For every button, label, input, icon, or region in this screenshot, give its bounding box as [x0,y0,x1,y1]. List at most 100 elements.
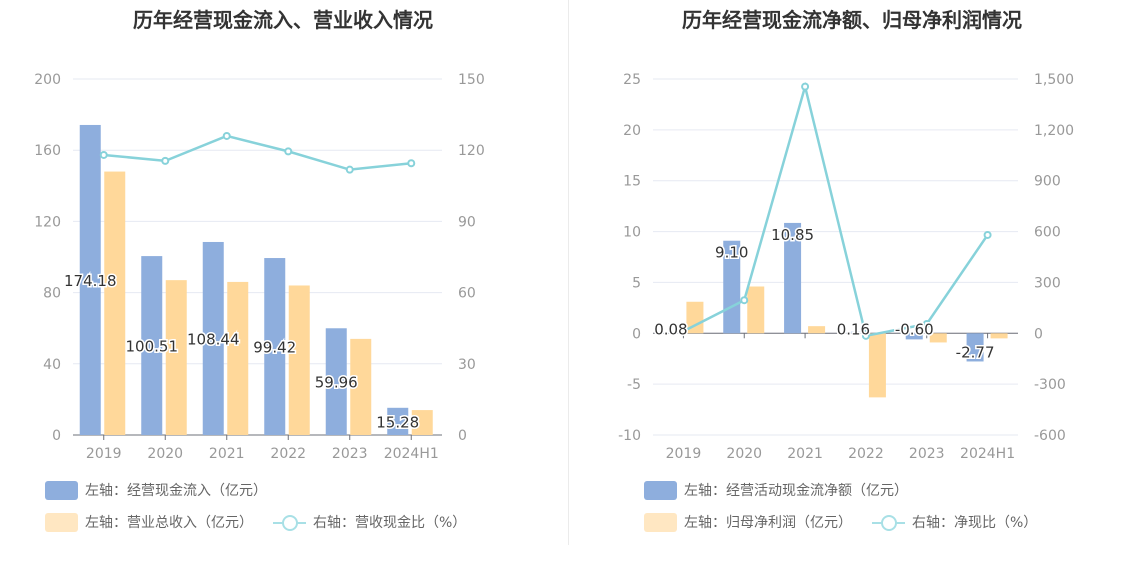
bar-primary [264,258,286,435]
left-axis-tick-label: 15 [623,174,641,190]
legend-item-revenue[interactable]: 左轴：营业总收入（亿元） [45,512,253,532]
chart-title: 历年经营现金流净额、归母净利润情况 [682,8,1022,32]
left-axis-tick-label: 10 [623,225,641,241]
x-axis-tick-label: 2020 [147,446,183,462]
line-point [983,230,992,239]
x-axis-tick-label: 2019 [666,446,702,462]
line-point [161,156,170,165]
bar-primary [784,222,802,334]
bar-primary [387,407,409,435]
bar-primary [79,124,101,436]
bar-secondary [227,281,249,435]
chart-panel-cash-inflow: 历年经营现金流入、营业收入情况 0 40 80 120 160 200 0 30 60 90 120… [0,0,566,582]
bar-primary [844,331,862,334]
legend-row-2: 左轴：归母净利润（亿元） 右轴：净现比（%） [644,512,1057,532]
legend-label: 右轴：净现比（%） [912,515,1038,531]
chart-panel-net-cash-flow: 历年经营现金流净额、归母净利润情况 -10 -5 0 5 10 15 20 25 -600 -30… [570,0,1134,582]
bar-secondary [929,333,947,343]
line-point [99,150,108,159]
data-label: -0.60 [895,320,934,338]
legend-label: 左轴：归母净利润（亿元） [684,515,852,531]
x-axis-tick-label: 2021 [787,446,823,462]
x-axis-tick-label: 2022 [270,446,306,462]
line-point [679,327,688,336]
left-axis-tick-label: 0 [632,326,641,342]
legend-label: 左轴：营业总收入（亿元） [85,515,253,531]
bar-primary [141,256,163,435]
right-axis-tick-label: 1,200 [1034,123,1074,139]
x-axis-tick-label: 2024H1 [384,446,439,462]
left-axis-tick-label: -10 [618,428,641,444]
right-axis-tick-label: 90 [458,214,476,230]
right-axis-tick-label: 0 [458,428,467,444]
legend-label: 左轴：经营现金流入（亿元） [85,483,267,499]
bar-primary [905,333,923,340]
data-label: -2.77 [956,343,995,361]
right-axis-tick-label: 600 [1034,225,1061,241]
left-axis-tick-label: 5 [632,275,641,291]
x-axis-tick-label: 2021 [209,446,245,462]
data-label: 15.28 [376,413,419,431]
right-axis-tick-label: 900 [1034,174,1061,190]
bar-secondary [104,171,126,435]
right-axis-tick-label: 120 [458,143,485,159]
line-point [740,296,749,305]
x-axis-tick-label: 2022 [848,446,884,462]
right-axis-tick-label: 300 [1034,275,1061,291]
line-point [801,82,810,91]
line-series [103,134,412,171]
line-point [861,331,870,340]
line-point [407,159,416,168]
legend-swatch [644,512,677,532]
right-axis-tick-label: 1,500 [1034,72,1074,88]
bar-primary [325,328,347,435]
legend-item-ratio[interactable]: 右轴：营收现金比（%） [273,512,466,532]
left-axis-tick-label: 120 [34,214,61,230]
chart-plot-area: 0 40 80 120 160 200 0 30 60 90 120 150 2019 2020 2021 2… [34,72,485,462]
legend-item-net-cash-ratio[interactable]: 右轴：净现比（%） [872,512,1037,532]
bar-primary [202,241,224,435]
bar-secondary [411,410,433,435]
data-label: 174.18 [64,272,117,290]
left-axis-tick-label: 200 [34,72,61,88]
x-axis-tick-label: 2019 [86,446,122,462]
legend-line-icon [273,513,306,532]
bar-secondary [868,333,886,398]
bar-secondary [747,286,765,334]
legend-line-icon [872,513,905,532]
line-series [682,81,989,338]
left-axis-tick-label: -5 [627,377,641,393]
right-axis-tick-label: 30 [458,357,476,373]
right-axis-tick-label: 0 [1034,326,1043,342]
chart-title: 历年经营现金流入、营业收入情况 [133,8,433,32]
line-point [222,131,231,140]
panel-divider [568,0,569,545]
right-axis-tick-label: -300 [1034,377,1066,393]
legend-row-2: 左轴：营业总收入（亿元） 右轴：营收现金比（%） [45,512,486,532]
legend-row-1: 左轴：经营活动现金流净额（亿元） [644,480,928,500]
legend-row-1: 左轴：经营现金流入（亿元） [45,480,287,500]
data-label: 108.44 [187,330,240,348]
bar-secondary [990,333,1008,339]
data-label: 9.10 [715,244,748,262]
legend-item-net-profit[interactable]: 左轴：归母净利润（亿元） [644,512,852,532]
data-label: 10.85 [771,226,814,244]
bar-primary [662,332,680,334]
bar-secondary [165,280,187,435]
bar-secondary [808,326,826,334]
left-axis-tick-label: 40 [43,357,61,373]
legend-item-cash-inflow[interactable]: 左轴：经营现金流入（亿元） [45,480,267,500]
legend-item-net-cash-flow[interactable]: 左轴：经营活动现金流净额（亿元） [644,480,908,500]
bar-secondary [686,301,704,334]
x-axis-tick-label: 2024H1 [960,446,1015,462]
x-axis-tick-label: 2023 [332,446,368,462]
left-axis-tick-label: 20 [623,123,641,139]
left-axis-tick-label: 25 [623,72,641,88]
data-label: 99.42 [253,339,296,357]
line-point [922,319,931,328]
right-axis-tick-label: 60 [458,286,476,302]
bar-primary [966,333,984,362]
data-label: 0.08 [654,320,687,338]
data-label: 100.51 [126,338,179,356]
legend-swatch [45,512,78,532]
